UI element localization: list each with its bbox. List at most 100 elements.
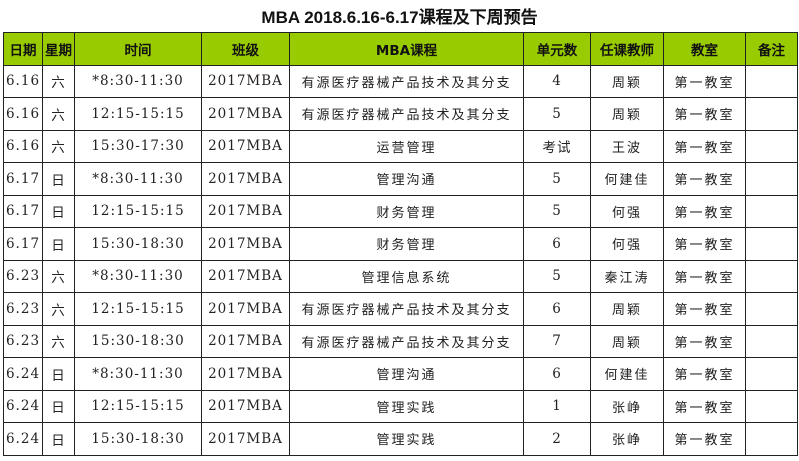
cell-notes[interactable] [745,357,798,391]
cell-teacher[interactable]: 何强 [590,194,664,228]
cell-classroom[interactable]: 第一教室 [663,129,746,163]
cell-weekday[interactable]: 日 [42,422,75,456]
cell-class[interactable]: 2017MBA [201,422,290,456]
cell-class[interactable]: 2017MBA [201,324,290,358]
cell-course[interactable]: 有源医疗器械产品技术及其分支 [289,292,524,326]
cell-time[interactable]: *8:30-11:30 [74,259,202,293]
column-header-classroom[interactable]: 教室 [663,32,746,66]
cell-classroom[interactable]: 第一教室 [663,357,746,391]
cell-course[interactable]: 管理实践 [289,422,524,456]
column-header-teacher[interactable]: 任课教师 [590,32,664,66]
cell-notes[interactable] [745,227,798,261]
cell-time[interactable]: 12:15-15:15 [74,292,202,326]
cell-time[interactable]: 15:30-18:30 [74,227,202,261]
cell-time[interactable]: *8:30-11:30 [74,357,202,391]
cell-time[interactable]: 15:30-18:30 [74,422,202,456]
cell-units[interactable]: 5 [523,97,591,131]
cell-date[interactable]: 6.17 [3,194,43,228]
cell-time[interactable]: 15:30-17:30 [74,129,202,163]
cell-teacher[interactable]: 何建佳 [590,357,664,391]
cell-teacher[interactable]: 王波 [590,129,664,163]
cell-course[interactable]: 财务管理 [289,227,524,261]
cell-units[interactable]: 6 [523,357,591,391]
cell-date[interactable]: 6.16 [3,129,43,163]
cell-date[interactable]: 6.16 [3,64,43,98]
cell-notes[interactable] [745,64,798,98]
cell-units[interactable]: 6 [523,227,591,261]
column-header-notes[interactable]: 备注 [745,32,798,66]
cell-classroom[interactable]: 第一教室 [663,259,746,293]
cell-classroom[interactable]: 第一教室 [663,194,746,228]
column-header-date[interactable]: 日期 [3,32,43,66]
cell-notes[interactable] [745,162,798,196]
cell-date[interactable]: 6.23 [3,324,43,358]
cell-time[interactable]: 12:15-15:15 [74,194,202,228]
cell-weekday[interactable]: 日 [42,162,75,196]
cell-date[interactable]: 6.24 [3,357,43,391]
cell-course[interactable]: 管理实践 [289,389,524,423]
cell-time[interactable]: 15:30-18:30 [74,324,202,358]
cell-class[interactable]: 2017MBA [201,227,290,261]
cell-weekday[interactable]: 六 [42,324,75,358]
cell-units[interactable]: 6 [523,292,591,326]
cell-notes[interactable] [745,324,798,358]
cell-units[interactable]: 4 [523,64,591,98]
cell-classroom[interactable]: 第一教室 [663,227,746,261]
cell-class[interactable]: 2017MBA [201,194,290,228]
cell-teacher[interactable]: 张峥 [590,389,664,423]
cell-notes[interactable] [745,129,798,163]
cell-units[interactable]: 5 [523,162,591,196]
cell-weekday[interactable]: 日 [42,227,75,261]
cell-class[interactable]: 2017MBA [201,357,290,391]
cell-class[interactable]: 2017MBA [201,162,290,196]
cell-teacher[interactable]: 周颖 [590,292,664,326]
cell-units[interactable]: 5 [523,194,591,228]
cell-date[interactable]: 6.17 [3,227,43,261]
cell-date[interactable]: 6.17 [3,162,43,196]
cell-units[interactable]: 考试 [523,129,591,163]
cell-date[interactable]: 6.24 [3,389,43,423]
cell-course[interactable]: 管理沟通 [289,357,524,391]
cell-course[interactable]: 有源医疗器械产品技术及其分支 [289,64,524,98]
cell-course[interactable]: 有源医疗器械产品技术及其分支 [289,324,524,358]
cell-date[interactable]: 6.16 [3,97,43,131]
cell-time[interactable]: *8:30-11:30 [74,162,202,196]
cell-notes[interactable] [745,389,798,423]
cell-classroom[interactable]: 第一教室 [663,162,746,196]
cell-weekday[interactable]: 六 [42,292,75,326]
cell-class[interactable]: 2017MBA [201,259,290,293]
cell-time[interactable]: *8:30-11:30 [74,64,202,98]
cell-time[interactable]: 12:15-15:15 [74,389,202,423]
cell-time[interactable]: 12:15-15:15 [74,97,202,131]
cell-teacher[interactable]: 何强 [590,227,664,261]
cell-date[interactable]: 6.24 [3,422,43,456]
cell-teacher[interactable]: 周颖 [590,64,664,98]
cell-class[interactable]: 2017MBA [201,292,290,326]
cell-classroom[interactable]: 第一教室 [663,64,746,98]
cell-date[interactable]: 6.23 [3,259,43,293]
cell-units[interactable]: 7 [523,324,591,358]
cell-course[interactable]: 管理沟通 [289,162,524,196]
cell-weekday[interactable]: 六 [42,259,75,293]
cell-course[interactable]: 财务管理 [289,194,524,228]
cell-course[interactable]: 运营管理 [289,129,524,163]
cell-class[interactable]: 2017MBA [201,97,290,131]
cell-class[interactable]: 2017MBA [201,64,290,98]
cell-notes[interactable] [745,97,798,131]
cell-notes[interactable] [745,292,798,326]
cell-units[interactable]: 5 [523,259,591,293]
cell-teacher[interactable]: 周颖 [590,324,664,358]
column-header-class[interactable]: 班级 [201,32,290,66]
cell-weekday[interactable]: 六 [42,64,75,98]
cell-class[interactable]: 2017MBA [201,389,290,423]
cell-teacher[interactable]: 秦江涛 [590,259,664,293]
cell-weekday[interactable]: 六 [42,97,75,131]
column-header-time[interactable]: 时间 [74,32,202,66]
cell-classroom[interactable]: 第一教室 [663,292,746,326]
cell-class[interactable]: 2017MBA [201,129,290,163]
cell-course[interactable]: 有源医疗器械产品技术及其分支 [289,97,524,131]
cell-classroom[interactable]: 第一教室 [663,324,746,358]
cell-weekday[interactable]: 日 [42,194,75,228]
cell-teacher[interactable]: 张峥 [590,422,664,456]
cell-notes[interactable] [745,422,798,456]
